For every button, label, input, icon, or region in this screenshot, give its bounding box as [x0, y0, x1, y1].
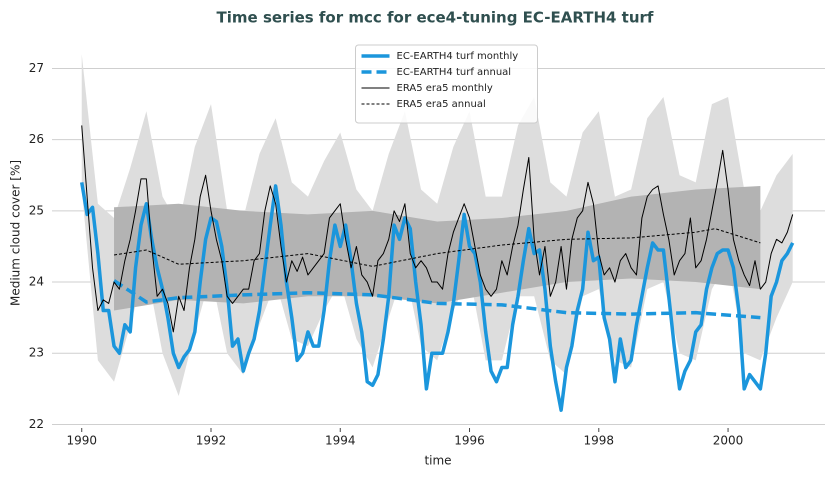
x-tick-label: 2000	[713, 434, 744, 448]
y-tick-label: 27	[29, 61, 44, 75]
legend-box	[355, 44, 538, 124]
y-tick-label: 25	[29, 203, 44, 217]
series-line	[80, 182, 795, 412]
y-axis-label: Medium cloud cover [%]	[9, 160, 23, 306]
legend-label: EC-EARTH4 turf monthly	[397, 51, 519, 62]
legend-label: ERA5 era5 monthly	[397, 83, 493, 94]
legend: EC-EARTH4 turf monthly EC-EARTH4 turf ann…	[355, 44, 538, 124]
series-line	[81, 125, 794, 333]
y-tick-label: 24	[29, 275, 44, 289]
x-tick-label: 1996	[454, 434, 485, 448]
y-tick-label: 26	[29, 132, 44, 146]
y-tick-label: 23	[29, 346, 44, 360]
x-tick-label: 1990	[66, 434, 97, 448]
series-line	[113, 279, 761, 320]
x-tick-label: 1994	[325, 434, 356, 448]
chart-title: Time series for mcc for ece4-tuning EC-E…	[217, 9, 654, 27]
x-tick-label: 1998	[584, 434, 615, 448]
x-tick-label: 1992	[196, 434, 227, 448]
x-axis-label: time	[424, 454, 451, 468]
legend-label: EC-EARTH4 turf annual	[397, 67, 512, 78]
y-tick-label: 22	[29, 417, 44, 431]
band	[114, 185, 761, 311]
legend-label: ERA5 era5 annual	[397, 99, 486, 110]
